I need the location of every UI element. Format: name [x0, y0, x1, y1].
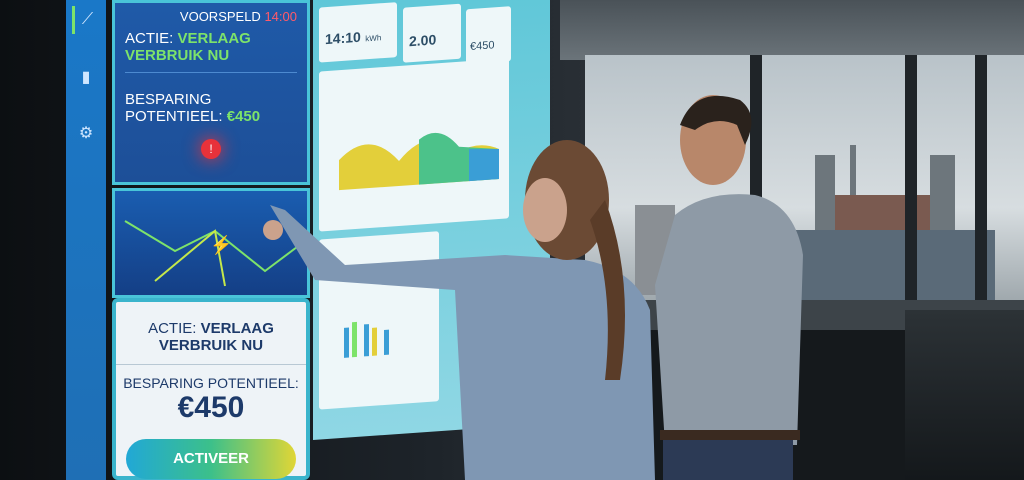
building: [815, 155, 835, 235]
building: [835, 195, 935, 235]
line-chart-icon[interactable]: ⟋: [72, 6, 100, 34]
stat-card: 2.00: [403, 3, 461, 63]
energy-area-chart: [339, 132, 499, 191]
gear-icon[interactable]: ⚙: [78, 125, 94, 142]
building: [795, 230, 995, 300]
stat-value: 2.00: [409, 31, 437, 50]
screen-sidebar: [66, 0, 106, 480]
saving-value: €450: [177, 391, 245, 424]
saving-label: BESPARING POTENTIEEL:: [125, 91, 223, 125]
grid-map: ⚡: [112, 188, 310, 298]
forecast-panel: VOORSPELD 14:00 ACTIE: VERLAAG VERBRUIK …: [112, 0, 310, 185]
action-card: ACTIE: VERLAAG VERBRUIK NU BESPARING POT…: [112, 298, 310, 480]
ceiling: [560, 0, 1024, 60]
action-label: ACTIE:: [148, 320, 197, 337]
saving-label: BESPARING POTENTIEEL:: [123, 375, 299, 391]
energy-chart-card: [319, 58, 509, 232]
pylon-icon: ⚡: [210, 234, 232, 256]
woman-pointing: [263, 140, 655, 480]
bar-chart-icon[interactable]: ▮: [81, 69, 91, 86]
bar-chart: [344, 321, 389, 358]
dashboard-panel: 14:10 kWh 2.00 €450: [313, 0, 550, 441]
alert-icon: !: [201, 139, 221, 159]
savings-value: €450: [470, 39, 495, 54]
man-standing: [655, 95, 803, 480]
action-label: ACTIE:: [125, 30, 174, 47]
window-frame: [975, 55, 987, 310]
grid-map-lines: ⚡: [124, 220, 306, 287]
realtime-card: 14:10 kWh: [319, 2, 397, 63]
bar-chart-card: [319, 231, 439, 410]
savings-card: €450: [466, 6, 511, 65]
window-frame: [905, 55, 917, 310]
forecast-header: VOORSPELD: [179, 9, 261, 24]
counter: [905, 310, 1024, 480]
action-value: VERLAAG VERBRUIK NU: [125, 30, 251, 64]
realtime-unit: kWh: [365, 33, 382, 44]
saving-value: €450: [226, 108, 261, 125]
forecast-time: 14:00: [264, 9, 297, 24]
chimney: [850, 145, 856, 235]
realtime-value: 14:10: [325, 28, 361, 48]
action-value: VERLAAG VERBRUIK NU: [158, 320, 274, 354]
activate-button[interactable]: ACTIVEER: [126, 439, 296, 479]
window-city-view: [585, 55, 1024, 310]
